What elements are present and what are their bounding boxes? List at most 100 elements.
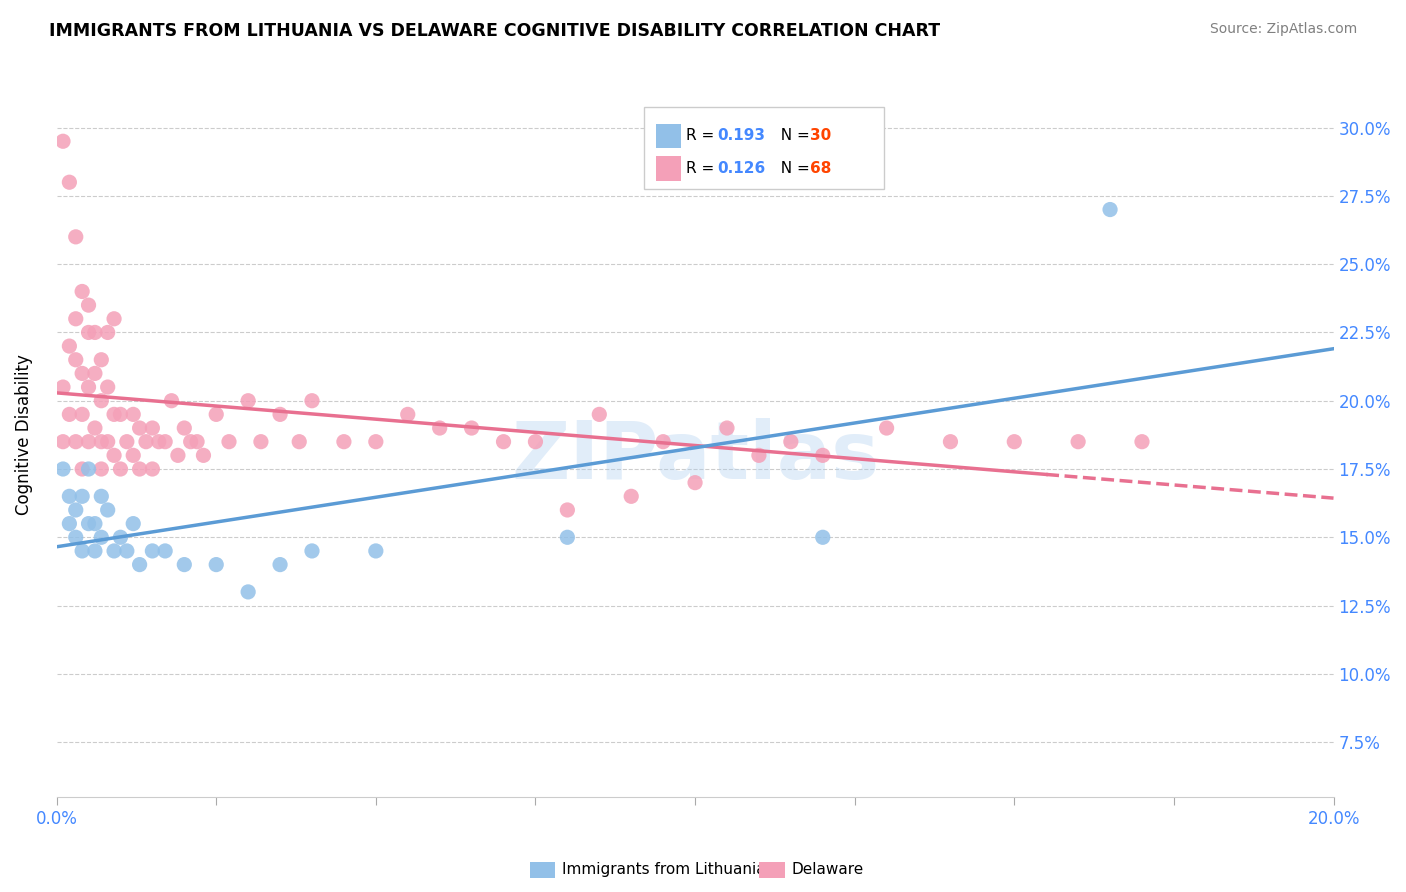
Point bbox=[492, 434, 515, 449]
Point bbox=[779, 434, 801, 449]
Point bbox=[364, 434, 387, 449]
Point bbox=[97, 326, 120, 340]
Text: 0.193: 0.193 bbox=[717, 128, 765, 144]
Point bbox=[135, 434, 157, 449]
Point bbox=[748, 448, 770, 462]
Point bbox=[1099, 202, 1122, 217]
Point bbox=[77, 434, 100, 449]
Point bbox=[110, 408, 132, 422]
Point bbox=[652, 434, 675, 449]
Point bbox=[115, 544, 138, 558]
Point bbox=[122, 408, 145, 422]
Point bbox=[58, 489, 80, 503]
Point bbox=[186, 434, 208, 449]
Point bbox=[218, 434, 240, 449]
Point bbox=[97, 434, 120, 449]
Point bbox=[269, 408, 291, 422]
Point bbox=[84, 516, 107, 531]
Point bbox=[939, 434, 962, 449]
Point bbox=[122, 448, 145, 462]
Point bbox=[1130, 434, 1153, 449]
Point bbox=[70, 489, 93, 503]
Point bbox=[128, 462, 150, 476]
Point bbox=[77, 298, 100, 312]
Point bbox=[557, 530, 579, 544]
Point bbox=[77, 462, 100, 476]
Point bbox=[65, 503, 87, 517]
Point bbox=[1067, 434, 1090, 449]
Point bbox=[97, 503, 120, 517]
Text: R =: R = bbox=[686, 161, 720, 177]
Point bbox=[70, 544, 93, 558]
Point bbox=[153, 434, 176, 449]
Point bbox=[77, 380, 100, 394]
Point bbox=[141, 421, 163, 435]
Point bbox=[460, 421, 482, 435]
Point bbox=[65, 230, 87, 244]
Point bbox=[65, 352, 87, 367]
Point bbox=[811, 530, 834, 544]
Point bbox=[65, 311, 87, 326]
Point bbox=[173, 421, 195, 435]
Point bbox=[811, 448, 834, 462]
Point bbox=[288, 434, 311, 449]
Point bbox=[250, 434, 273, 449]
Point bbox=[52, 434, 75, 449]
Point bbox=[110, 462, 132, 476]
Point bbox=[90, 489, 112, 503]
Point bbox=[65, 530, 87, 544]
Point bbox=[1002, 434, 1025, 449]
Point bbox=[160, 393, 183, 408]
Point bbox=[205, 558, 228, 572]
Point bbox=[90, 352, 112, 367]
Point bbox=[70, 408, 93, 422]
Text: Delaware: Delaware bbox=[792, 863, 863, 877]
Point bbox=[122, 516, 145, 531]
Point bbox=[84, 367, 107, 381]
Point bbox=[301, 544, 323, 558]
Point bbox=[84, 326, 107, 340]
Point bbox=[52, 134, 75, 148]
Point bbox=[58, 516, 80, 531]
Point bbox=[153, 544, 176, 558]
Point bbox=[103, 544, 125, 558]
Point bbox=[557, 503, 579, 517]
Text: N =: N = bbox=[770, 128, 814, 144]
Point bbox=[77, 326, 100, 340]
Point bbox=[70, 285, 93, 299]
Point bbox=[58, 175, 80, 189]
Y-axis label: Cognitive Disability: Cognitive Disability bbox=[15, 354, 32, 516]
Point bbox=[103, 311, 125, 326]
Point bbox=[90, 434, 112, 449]
Point bbox=[301, 393, 323, 408]
Point bbox=[90, 530, 112, 544]
Point bbox=[65, 434, 87, 449]
Point bbox=[141, 544, 163, 558]
Text: IMMIGRANTS FROM LITHUANIA VS DELAWARE COGNITIVE DISABILITY CORRELATION CHART: IMMIGRANTS FROM LITHUANIA VS DELAWARE CO… bbox=[49, 22, 941, 40]
Point bbox=[205, 408, 228, 422]
Point bbox=[103, 408, 125, 422]
Point bbox=[115, 434, 138, 449]
Point bbox=[173, 558, 195, 572]
Text: N =: N = bbox=[770, 161, 814, 177]
Text: 30: 30 bbox=[810, 128, 831, 144]
Point bbox=[84, 421, 107, 435]
Point bbox=[236, 393, 259, 408]
Text: Immigrants from Lithuania: Immigrants from Lithuania bbox=[562, 863, 766, 877]
Point bbox=[70, 367, 93, 381]
Point bbox=[103, 448, 125, 462]
Point bbox=[167, 448, 190, 462]
Point bbox=[193, 448, 215, 462]
Point bbox=[620, 489, 643, 503]
Text: 68: 68 bbox=[810, 161, 831, 177]
Point bbox=[333, 434, 356, 449]
Point bbox=[90, 393, 112, 408]
Point bbox=[876, 421, 898, 435]
Point bbox=[84, 544, 107, 558]
Point bbox=[90, 462, 112, 476]
Point bbox=[128, 421, 150, 435]
Point bbox=[396, 408, 419, 422]
Point bbox=[269, 558, 291, 572]
Point bbox=[236, 585, 259, 599]
Point bbox=[180, 434, 202, 449]
